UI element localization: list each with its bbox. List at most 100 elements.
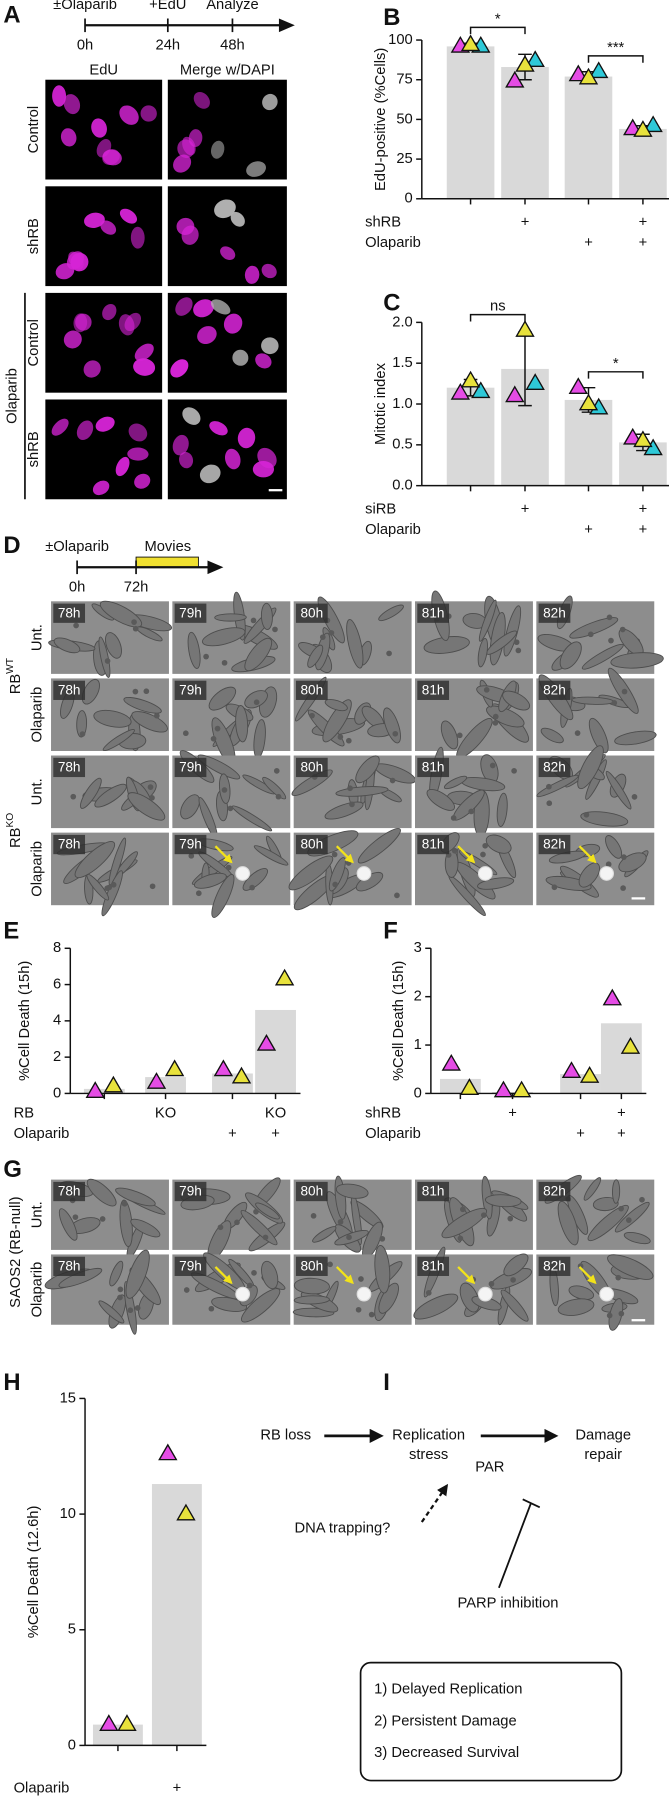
nucleus: [128, 423, 148, 442]
replicate-point: [620, 1037, 641, 1054]
replicate-point: [117, 1714, 137, 1731]
time-label: 79h: [179, 1259, 202, 1274]
cell-nucleus: [79, 731, 86, 737]
row-label: Olaparib: [29, 841, 45, 897]
cell-nucleus: [468, 808, 475, 815]
cell: [459, 1282, 480, 1313]
cell-nucleus: [131, 619, 137, 625]
time-badge: [174, 603, 207, 623]
cell: [131, 711, 168, 733]
inhibition: [498, 1498, 541, 1589]
cell: [502, 690, 531, 711]
cell-nucleus: [551, 884, 558, 891]
nucleus: [262, 93, 278, 111]
nucleus: [134, 473, 151, 489]
cell: [588, 717, 609, 754]
row-label: Unt.: [29, 1201, 45, 1228]
cell: [293, 1277, 330, 1295]
y-tick-label: 2: [414, 989, 422, 1005]
bar: [501, 67, 549, 199]
y-tick-label: 100: [388, 32, 413, 48]
group-name: RB: [8, 827, 24, 848]
replicate-point: [146, 1072, 167, 1089]
cell-nucleus: [346, 1234, 352, 1241]
y-tick-label: 0: [414, 1085, 422, 1101]
cell: [253, 845, 289, 866]
time-badge: [417, 603, 450, 623]
time-label: 81h: [422, 1259, 445, 1274]
replicate-point: [515, 320, 535, 337]
nucleus: [60, 128, 77, 147]
cell: [260, 602, 273, 631]
time-badge: [538, 834, 571, 855]
cell-nucleus: [182, 730, 189, 737]
y-axis-label: %Cell Death (12.6h): [26, 1506, 42, 1639]
diagram-node: PAR: [475, 1460, 504, 1476]
cell: [559, 641, 582, 670]
cell: [53, 637, 81, 654]
nucleus: [76, 420, 94, 440]
cell: [76, 710, 88, 738]
cell-nucleus: [611, 700, 618, 706]
time-label: 79h: [179, 605, 202, 620]
cell-nucleus: [104, 658, 111, 664]
cell: [557, 1298, 595, 1316]
group-label: RBKO: [5, 813, 24, 848]
nucleus: [84, 212, 105, 228]
time-label: 79h: [179, 837, 202, 852]
row-label: Unt.: [29, 624, 45, 651]
time-badge: [174, 834, 207, 855]
time-label: 78h: [58, 1184, 81, 1199]
nucleus: [95, 416, 115, 432]
cell: [105, 632, 122, 659]
time-label: 79h: [179, 682, 202, 697]
cell-nucleus: [459, 1206, 466, 1213]
cell-nucleus: [510, 1277, 516, 1283]
condition-label: Olaparib: [365, 522, 421, 538]
nucleus: [63, 94, 81, 115]
nucleus: [232, 349, 249, 366]
timeline-step: ±Olaparib: [45, 539, 109, 555]
diagram-node: Damage: [575, 1428, 631, 1444]
row-label: Olaparib: [29, 687, 45, 743]
nucleus: [96, 138, 112, 158]
cell: [261, 1260, 279, 1290]
replicate-point: [471, 381, 491, 399]
nucleus: [172, 434, 189, 456]
cell-nucleus: [507, 1215, 514, 1222]
cell: [101, 870, 123, 917]
cell-nucleus: [72, 1214, 79, 1220]
cell-nucleus: [492, 720, 499, 726]
time-label: 82h: [543, 1259, 566, 1274]
cell-nucleus: [480, 1212, 487, 1218]
panel-letter: B: [383, 4, 400, 31]
cell-nucleus: [134, 1305, 141, 1311]
cell-nucleus: [379, 1235, 386, 1242]
timeline-step: Movies: [144, 539, 191, 555]
cell: [443, 775, 468, 790]
arrow: [214, 1266, 233, 1285]
condition-mark: +: [584, 235, 593, 251]
cell-nucleus: [513, 639, 520, 646]
cell: [346, 619, 364, 669]
nucleus: [134, 343, 154, 361]
nucleus: [223, 313, 243, 334]
cell-nucleus: [214, 725, 221, 732]
nucleus: [91, 118, 107, 138]
time-label: 80h: [300, 760, 323, 775]
cell: [612, 1179, 621, 1204]
cell-nucleus: [392, 730, 399, 737]
cell-nucleus: [389, 777, 396, 784]
cell: [115, 1187, 156, 1207]
bar: [255, 1009, 296, 1094]
time-badge: [53, 1256, 86, 1276]
timeline-time: 48h: [220, 38, 245, 54]
cell: [614, 1201, 650, 1233]
cell: [477, 638, 488, 668]
dying-cell: [477, 866, 493, 881]
condition-mark: +: [173, 1780, 182, 1796]
replicate-point: [441, 1053, 461, 1071]
condition-mark: +: [271, 1126, 280, 1142]
dying-cell: [356, 1286, 372, 1302]
nucleus: [140, 105, 157, 122]
